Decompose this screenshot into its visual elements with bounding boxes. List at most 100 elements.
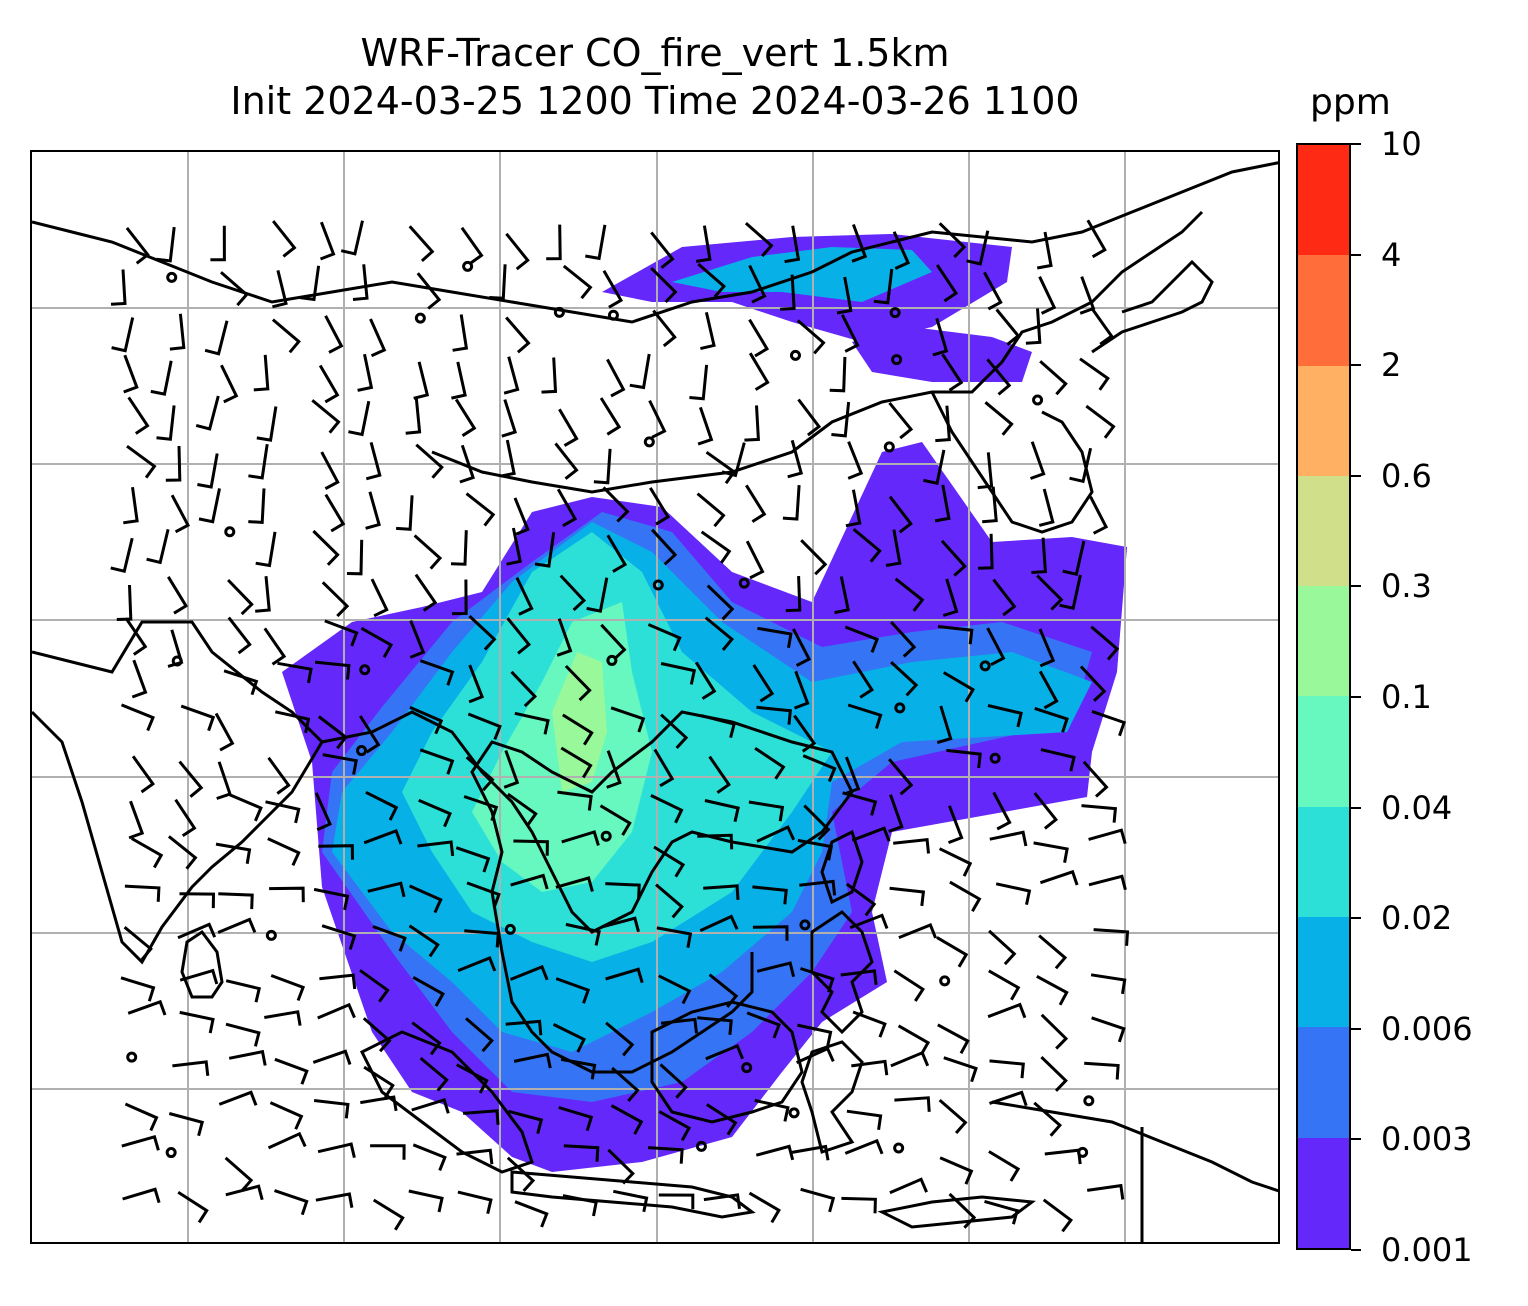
wind-barb (248, 443, 269, 480)
wind-barb (459, 444, 475, 484)
wind-barb (995, 308, 1021, 346)
wind-barb (934, 484, 951, 523)
wind-barb (413, 534, 443, 570)
wind-barb (218, 892, 254, 910)
wind-barb (847, 703, 883, 730)
calm-wind-circle (126, 1051, 138, 1063)
wind-barb (935, 264, 959, 303)
wind-barb (508, 1109, 544, 1134)
wind-barb (893, 969, 925, 1002)
wind-barb (1059, 574, 1082, 610)
wind-barb (352, 264, 369, 301)
wind-barb (937, 1023, 970, 1055)
wind-barb (947, 805, 964, 845)
wind-barb (840, 969, 878, 985)
wind-barb (315, 1192, 354, 1208)
wind-barb (1069, 447, 1093, 484)
colorbar-tick (1351, 696, 1361, 698)
wind-barb (505, 316, 531, 354)
wind-barb (124, 884, 161, 902)
wind-barb (756, 961, 796, 978)
wind-barb (463, 795, 499, 822)
wind-barb (700, 530, 732, 564)
wind-barb (411, 1098, 450, 1114)
colorbar-tick-label: 0.3 (1381, 567, 1432, 606)
wind-barb (1036, 574, 1064, 611)
wind-barb (314, 660, 351, 680)
wind-barb (785, 576, 802, 613)
wind-barb (363, 828, 403, 845)
map-title-line1: WRF-Tracer CO_fire_vert 1.5km (360, 31, 950, 75)
wind-barb (793, 714, 817, 753)
wind-barb (167, 629, 184, 668)
wind-barb (507, 792, 538, 827)
wind-barb (705, 450, 737, 485)
wind-barb (468, 615, 497, 651)
wind-barb (225, 1022, 261, 1047)
wind-barb (888, 401, 914, 440)
colorbar-tick-label: 0.006 (1381, 1009, 1473, 1048)
wind-barb (417, 840, 455, 857)
wind-barb (1036, 974, 1069, 1006)
wind-barb (938, 847, 973, 877)
wind-barb (942, 671, 976, 703)
wind-barb (694, 661, 717, 700)
wind-barb (939, 1156, 974, 1185)
wind-barb (889, 886, 926, 907)
wind-barb (360, 1095, 398, 1112)
wind-barb (218, 1090, 258, 1106)
wind-barb (299, 265, 321, 302)
wind-barb (365, 442, 382, 481)
wind-barb (610, 1104, 644, 1135)
wind-barb (600, 623, 627, 661)
wind-barb (317, 1142, 356, 1159)
wind-barb (506, 527, 522, 566)
wind-barb (468, 664, 485, 704)
wind-barb (938, 1098, 968, 1134)
wind-barb (659, 1063, 688, 1099)
colorbar-tick-label: 2 (1381, 346, 1402, 385)
wind-barb (745, 540, 765, 580)
calm-wind-circle (553, 306, 565, 318)
colorbar-tick (1351, 917, 1361, 920)
wind-barb (455, 846, 491, 873)
wind-barb (198, 488, 221, 524)
wind-barb (984, 1199, 1020, 1225)
wind-barb (462, 1109, 500, 1125)
wind-barb (1038, 488, 1055, 527)
wind-barb (372, 925, 407, 952)
coastline-newguinea (991, 1100, 1278, 1193)
wind-barb (1039, 869, 1079, 886)
colorbar-tick-label: 0.003 (1381, 1120, 1473, 1159)
coastline-timor (877, 1195, 1036, 1229)
wind-barb (457, 1190, 493, 1215)
wind-barb (890, 620, 917, 658)
coastline-indochina (321, 710, 854, 1074)
wind-barb (324, 619, 359, 647)
calm-wind-circle (504, 923, 516, 935)
wind-barb (256, 406, 278, 442)
calm-wind-circle (607, 309, 619, 321)
colorbar-segment (1298, 696, 1349, 807)
wind-barb (780, 274, 796, 311)
wind-barb (124, 1102, 159, 1132)
calm-wind-circle (695, 1140, 707, 1152)
wind-barb (756, 825, 796, 843)
wind-barb (405, 397, 422, 435)
wind-barb (834, 576, 850, 615)
colorbar-tick (1351, 474, 1361, 477)
wind-barb (658, 974, 692, 1005)
colorbar-tick-label: 0.04 (1381, 788, 1453, 827)
colorbar-tick (1351, 143, 1361, 145)
colorbar-tick-label: 0.001 (1381, 1231, 1473, 1269)
wind-barb (942, 578, 959, 617)
wind-barb (503, 356, 520, 395)
wind-barb (605, 967, 644, 984)
wind-barb (165, 445, 182, 482)
wind-barb (321, 924, 357, 950)
wind-barb (312, 1049, 352, 1065)
colorbar-tick (1351, 364, 1361, 367)
wind-barb (195, 395, 220, 431)
calm-wind-circle (893, 1142, 905, 1154)
wind-barb (748, 1191, 781, 1224)
